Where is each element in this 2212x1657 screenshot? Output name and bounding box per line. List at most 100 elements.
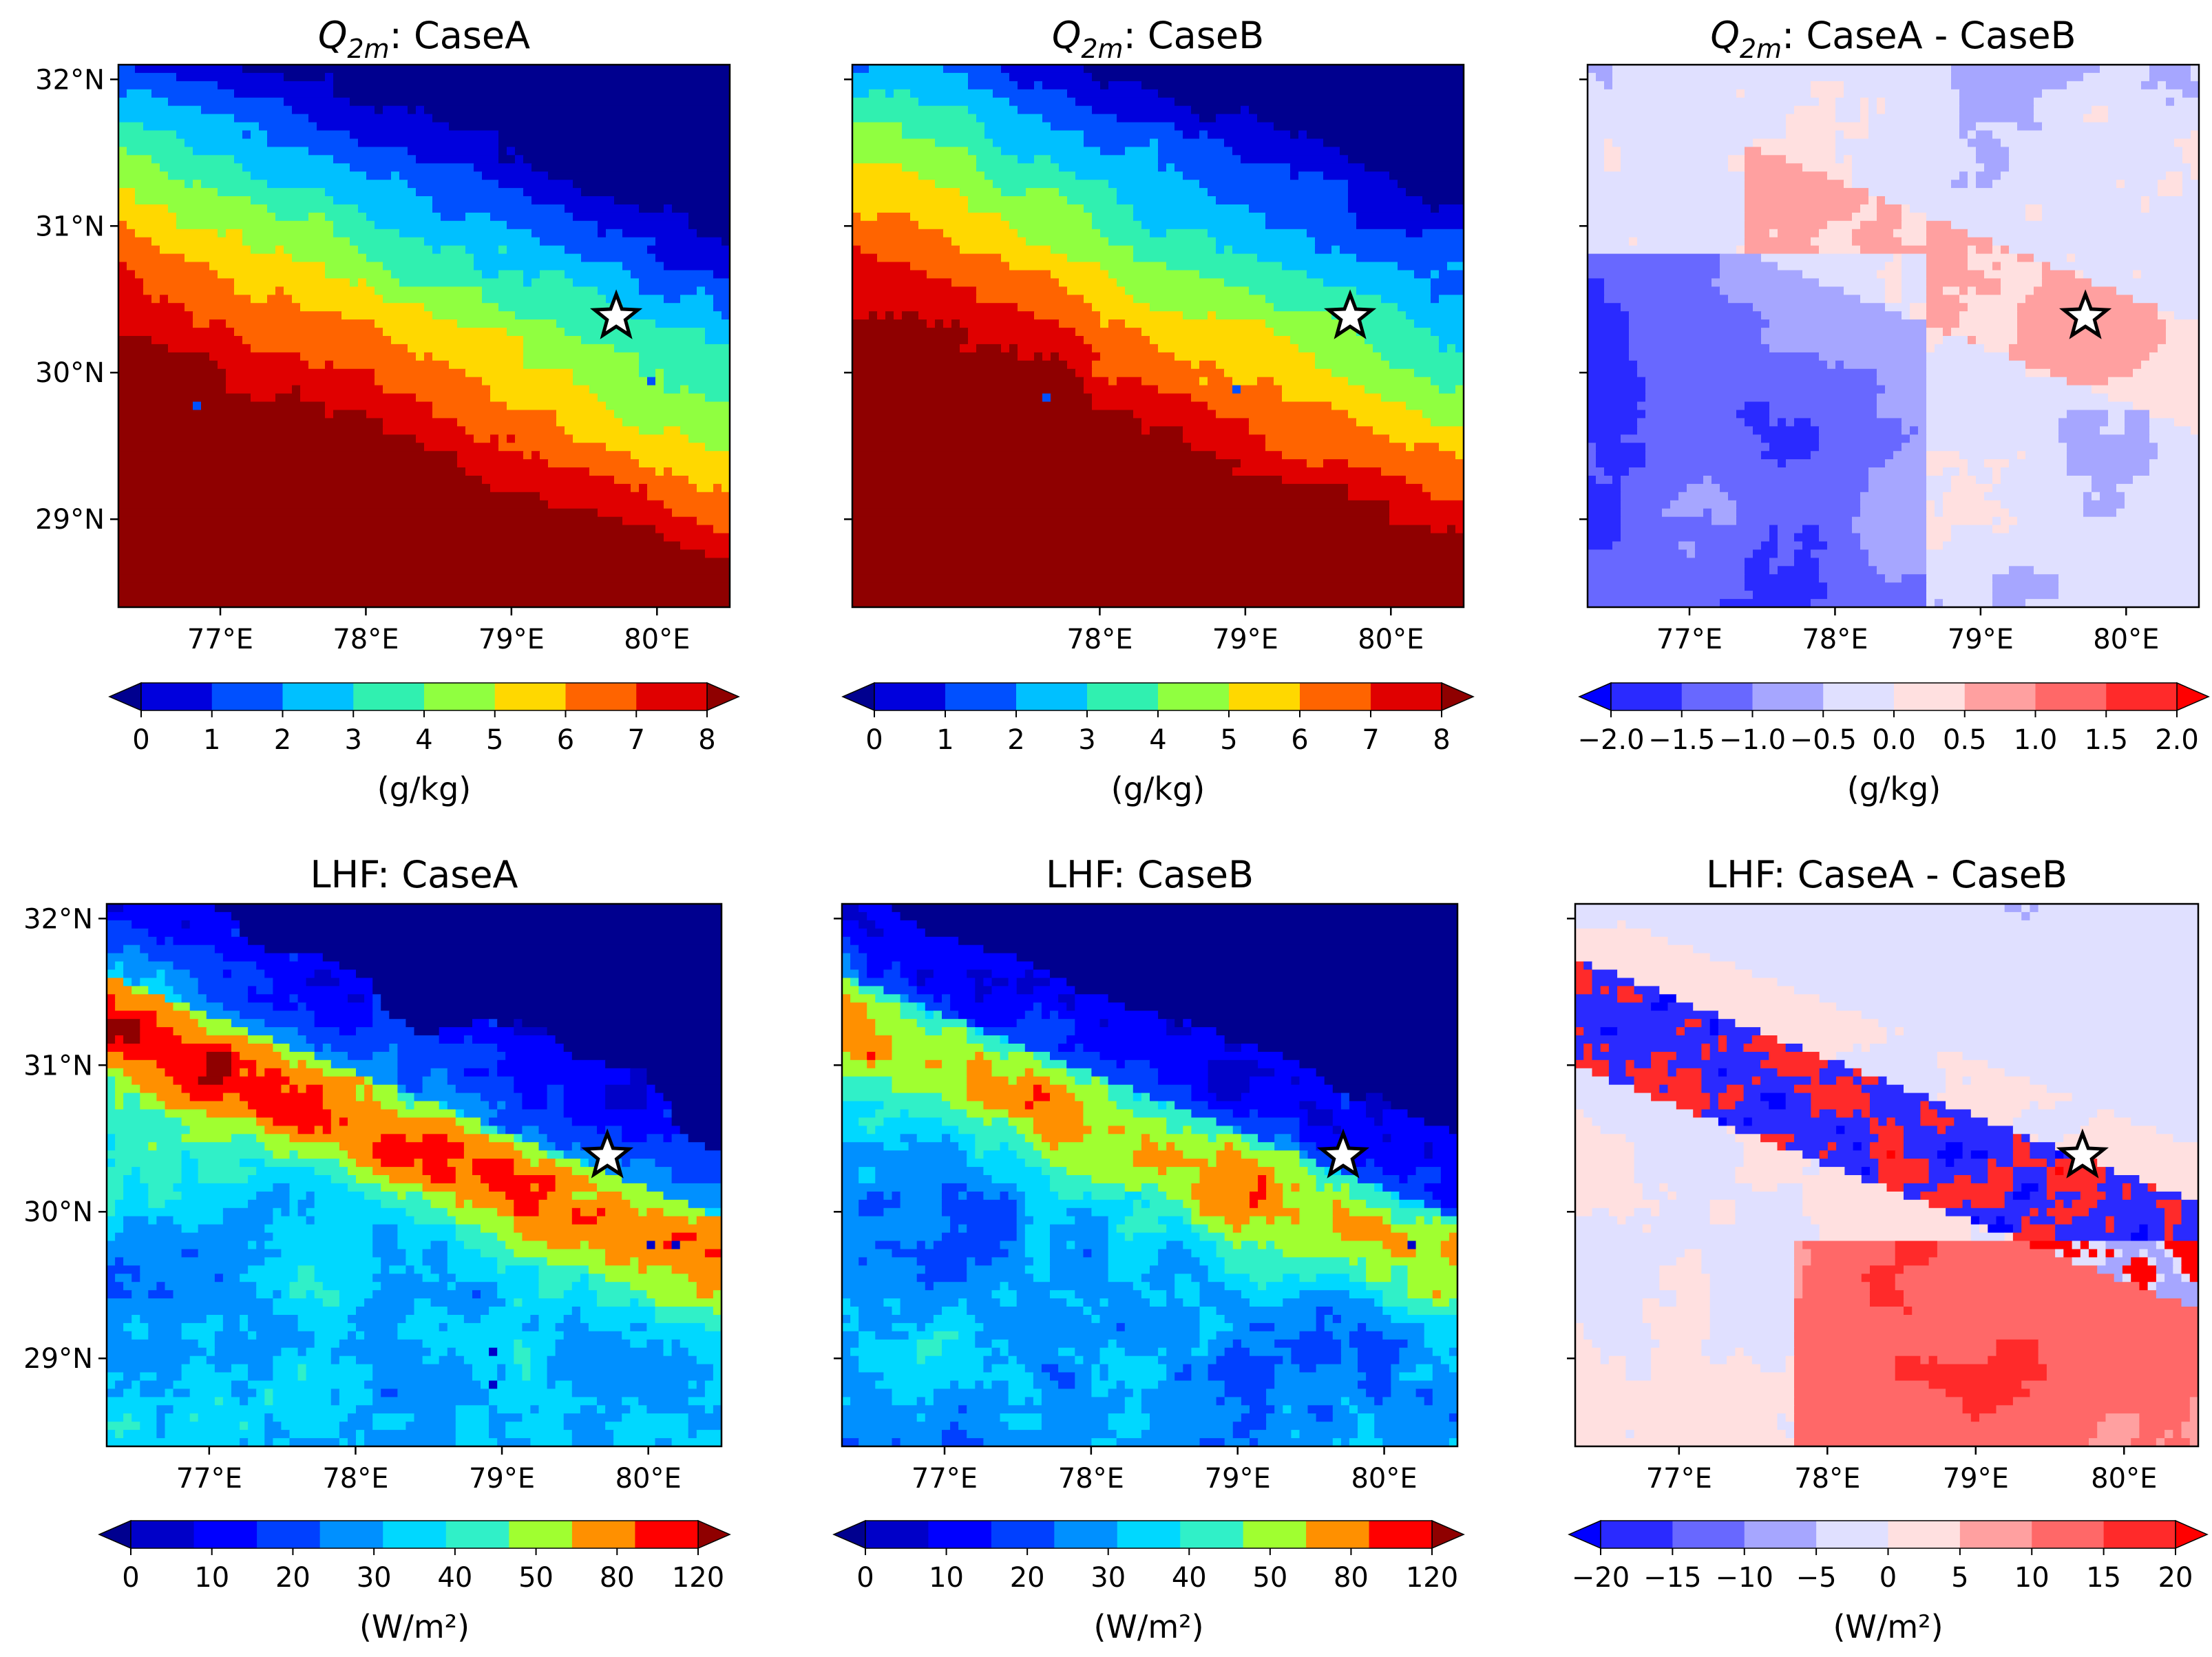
- colorbar-segment: [141, 683, 213, 710]
- x-tick-label: 78°E: [1058, 1463, 1124, 1495]
- title-prefix: Q: [318, 14, 348, 57]
- field-raster: [842, 904, 1457, 1446]
- panel-4: LHF: CaseA 77°E 78°E 79°E 80°E 29°N 30°N 31°N 32…: [23, 853, 731, 1645]
- x-tick-label: 80°E: [2093, 624, 2159, 655]
- map-frame: [117, 63, 731, 609]
- colorbar-tick-label: 3: [1078, 724, 1095, 756]
- star-marker: [1323, 289, 1377, 339]
- field-raster: [1575, 904, 2198, 1446]
- colorbar-segment: [945, 683, 1017, 710]
- title-subscript: 2m: [347, 34, 389, 64]
- colorbar-extend-low: [98, 1519, 131, 1550]
- colorbar-segment: [928, 1521, 992, 1548]
- colorbar-tick-label: 50: [518, 1562, 554, 1594]
- y-tick-label: 31°N: [23, 1050, 93, 1081]
- y-tick-label: 32°N: [35, 64, 105, 96]
- y-tick-label: 30°N: [23, 1196, 93, 1228]
- colorbar-segment: [193, 1521, 257, 1548]
- colorbar-tick-label: 7: [628, 724, 645, 756]
- colorbar-segment: [1964, 683, 2036, 710]
- panel-2: Q2m: CaseB 78°E 79°E 80°E 0 1 2 3 4 5 6 7 8 (g/kg): [841, 14, 1475, 808]
- x-tick-label: 79°E: [1948, 624, 2014, 655]
- colorbar-extend-high: [697, 1519, 731, 1550]
- colorbar-segment: [383, 1521, 447, 1548]
- colorbar-segment: [131, 1521, 195, 1548]
- field-raster: [118, 65, 730, 607]
- colorbar-segment: [1229, 683, 1300, 710]
- y-tick-label: 30°N: [35, 357, 105, 389]
- map-frame: [841, 903, 1459, 1448]
- colorbar-tick-label: 2: [1007, 724, 1024, 756]
- x-tick-label: 77°E: [187, 624, 253, 655]
- x-tick-label: 77°E: [1646, 1463, 1712, 1495]
- colorbar-segment: [1823, 683, 1895, 710]
- colorbar-segment: [1672, 1521, 1745, 1548]
- colorbar-tick-label: 0: [865, 724, 883, 756]
- field-raster: [852, 65, 1464, 607]
- map-frame: [105, 903, 723, 1448]
- colorbar-tick-label: 0: [856, 1562, 874, 1594]
- colorbar-tick-label: 30: [1091, 1562, 1126, 1594]
- colorbar-tick-label: −20: [1572, 1562, 1630, 1594]
- colorbar-extend-low: [108, 682, 142, 712]
- colorbar-segment: [211, 683, 283, 710]
- colorbar-segment: [2106, 683, 2178, 710]
- colorbar-segment: [636, 683, 708, 710]
- title-rest: : CaseB: [1124, 14, 1265, 57]
- colorbar-unit: (g/kg): [377, 770, 471, 808]
- colorbar-tick-label: 0: [122, 1562, 139, 1594]
- colorbar-unit: (W/m²): [1093, 1608, 1203, 1645]
- colorbar-unit: (g/kg): [1847, 770, 1941, 808]
- colorbar-tick-label: 5: [486, 724, 503, 756]
- colorbar-extend-high: [2176, 682, 2210, 712]
- colorbar-segment: [1959, 1521, 2032, 1548]
- colorbar-tick-label: −15: [1643, 1562, 1701, 1594]
- y-tick-label: 31°N: [35, 211, 105, 242]
- colorbar-tick-label: 1: [936, 724, 954, 756]
- colorbar-segment: [565, 683, 637, 710]
- x-tick-label: 80°E: [2091, 1463, 2157, 1495]
- colorbar-segment: [1016, 683, 1088, 710]
- colorbar-tick-label: 10: [929, 1562, 964, 1594]
- star-marker: [581, 1128, 634, 1179]
- colorbar-segment: [1180, 1521, 1244, 1548]
- colorbar-segment: [1816, 1521, 1888, 1548]
- colorbar-tick-label: −1.0: [1719, 724, 1786, 756]
- x-tick-label: 79°E: [1205, 1463, 1271, 1495]
- colorbar-segment: [1054, 1521, 1118, 1548]
- colorbar-tick-label: −0.5: [1790, 724, 1857, 756]
- colorbar-tick-label: 120: [672, 1562, 724, 1594]
- colorbar: 0 1 2 3 4 5 6 7 8 (g/kg): [108, 682, 740, 808]
- colorbar-unit: (W/m²): [359, 1608, 470, 1645]
- title-rest: : CaseA: [377, 853, 518, 896]
- colorbar-segment: [1752, 683, 1824, 710]
- colorbar: 0 1 2 3 4 5 6 7 8 (g/kg): [841, 682, 1475, 808]
- title-subscript: 2m: [1081, 34, 1123, 64]
- map-frame: [1586, 63, 2200, 609]
- map-frame: [1574, 903, 2200, 1448]
- colorbar-tick-label: 40: [1172, 1562, 1207, 1594]
- colorbar-tick-label: 0: [1879, 1562, 1897, 1594]
- field-raster: [107, 904, 721, 1446]
- colorbar: 0 10 20 30 40 50 80 120 (W/m²): [98, 1519, 731, 1645]
- x-tick-label: 78°E: [1802, 624, 1868, 655]
- panel-title: LHF: CaseA: [310, 853, 518, 896]
- x-tick-label: 80°E: [624, 624, 690, 655]
- colorbar-tick-label: 6: [557, 724, 574, 756]
- colorbar-segment: [2032, 1521, 2105, 1548]
- colorbar-tick-label: 20: [2158, 1562, 2193, 1594]
- x-tick-label: 77°E: [176, 1463, 242, 1495]
- colorbar-segment: [874, 683, 946, 710]
- colorbar-tick-label: 6: [1291, 724, 1308, 756]
- x-tick-label: 77°E: [912, 1463, 978, 1495]
- colorbar-tick-label: 15: [2086, 1562, 2121, 1594]
- x-tick-label: 78°E: [1794, 1463, 1860, 1495]
- x-tick-label: 78°E: [1066, 624, 1133, 655]
- colorbar-segment: [2103, 1521, 2176, 1548]
- colorbar: 0 10 20 30 40 50 80 120 (W/m²): [832, 1519, 1465, 1645]
- colorbar-tick-label: 80: [1334, 1562, 1369, 1594]
- x-tick-label: 77°E: [1656, 624, 1723, 655]
- colorbar-segment: [1744, 1521, 1817, 1548]
- colorbar-tick-label: 7: [1362, 724, 1379, 756]
